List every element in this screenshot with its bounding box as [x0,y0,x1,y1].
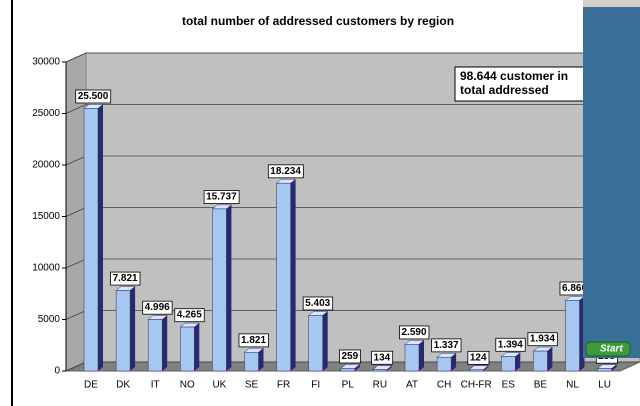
value-label: 124 [470,352,487,363]
x-tick-label: FR [277,380,290,391]
value-label-group: 134 [372,351,393,364]
value-label-group: 5.403 [303,297,332,310]
value-label-group: 1.394 [496,338,525,351]
bar [373,370,387,371]
value-label: 15.737 [206,192,237,203]
bar-side [419,340,424,371]
x-tick-label: BE [534,380,548,391]
y-tick-label: 10000 [32,263,60,274]
chart: total number of addressed customers by r… [0,0,640,406]
desktop [583,0,640,358]
value-label: 1.821 [241,335,266,346]
bar [501,357,515,371]
value-label: 134 [374,352,391,363]
bar [533,351,547,371]
value-label-group: 25.500 [76,90,111,103]
x-tick-label: NL [566,380,579,391]
value-label-group: 259 [339,350,360,363]
value-label-group: 1.934 [528,333,557,346]
y-tick-label: 20000 [32,160,60,171]
bar [341,368,355,371]
x-tick-label: DK [116,380,130,391]
bar-side [226,205,231,371]
bar [309,315,323,371]
bar-side [98,104,103,371]
x-tick-label: ES [502,380,516,391]
desktop-topbar [583,0,640,7]
chart-title: total number of addressed customers by r… [182,14,454,28]
bar [566,300,580,371]
x-tick-label: CH [437,380,451,391]
bar [180,327,194,371]
bar [84,108,98,371]
annotation-text: total addressed [460,83,549,97]
value-label-group: 2.590 [399,326,428,339]
bar-side [291,179,296,371]
bar [116,290,130,371]
bar-side [323,311,328,371]
x-tick-label: DE [84,380,98,391]
bar [469,370,483,371]
x-tick-label: PL [342,380,355,391]
x-tick-label: CH-FR [461,380,492,391]
value-label: 1.394 [498,339,523,350]
y-tick-label: 5000 [38,314,61,325]
x-tick-label: NO [180,380,195,391]
value-label: 4.996 [145,302,170,313]
annotation-text: 98.644 customer in [460,69,568,83]
x-tick-label: SE [245,380,259,391]
value-label: 5.403 [305,298,330,309]
bar [277,183,291,371]
bar-side [194,323,199,371]
bar [405,344,419,371]
value-label: 18.234 [270,166,301,177]
x-tick-label: IT [151,380,160,391]
value-label-group: 4.996 [143,301,172,314]
bar [212,209,226,371]
y-tick-label: 0 [54,366,60,377]
value-label: 7.821 [113,273,138,284]
value-label: 25.500 [78,91,109,102]
bar-side [162,316,167,371]
value-label-group: 15.737 [204,191,239,204]
value-label-group: 7.821 [111,272,140,285]
x-tick-label: RU [373,380,387,391]
bar [437,357,451,371]
value-label-group: 124 [468,351,489,364]
value-label: 1.337 [434,340,459,351]
value-label: 259 [341,351,358,362]
start-label: Start [600,344,623,355]
x-tick-label: FI [311,380,320,391]
value-label-group: 1.337 [432,339,461,352]
bar-side [130,286,135,371]
value-label-group: 4.265 [175,309,204,322]
value-label-group: 1.821 [239,334,268,347]
y-tick-label: 15000 [32,211,60,222]
bar [148,320,162,371]
y-tick-label: 30000 [32,57,60,68]
x-tick-label: LU [598,380,611,391]
x-tick-label: AT [406,380,418,391]
value-label: 1.934 [530,334,555,345]
y-tick-label: 25000 [32,108,60,119]
bar [245,352,259,371]
value-label: 2.590 [401,327,426,338]
value-label-group: 18.234 [268,165,303,178]
bar [598,369,612,371]
value-label: 4.265 [177,310,202,321]
x-tick-label: UK [212,380,226,391]
